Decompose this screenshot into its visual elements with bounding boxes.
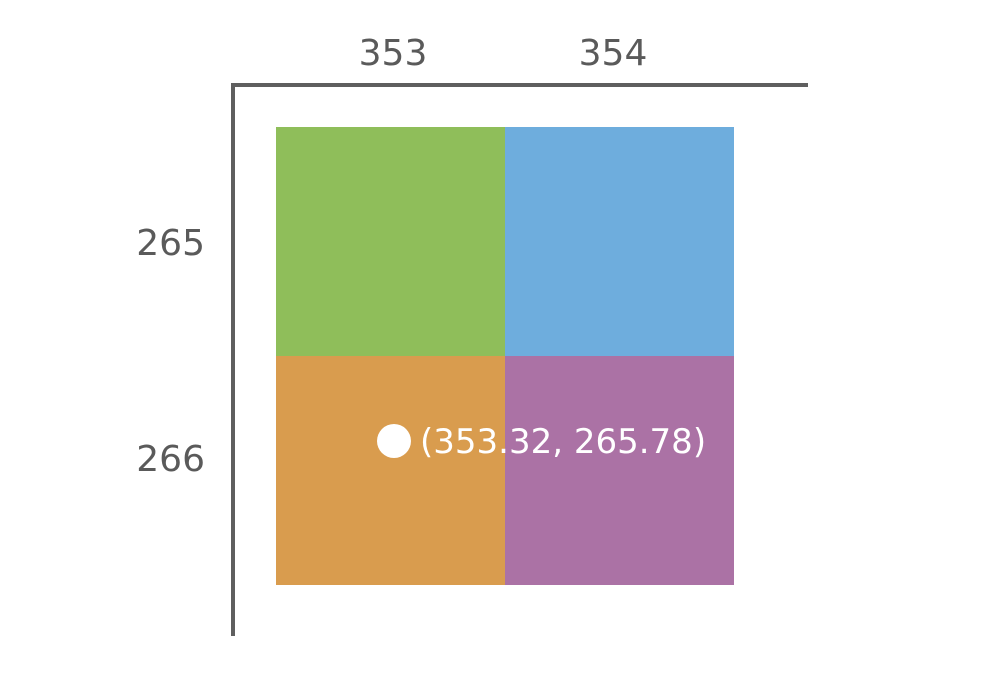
x-tick-label-353: 353 xyxy=(359,33,428,74)
cell-top-left xyxy=(276,127,505,356)
y-tick-label-265: 265 xyxy=(136,223,205,264)
cell-bottom-left xyxy=(276,356,505,585)
sample-point-label: (353.32, 265.78) xyxy=(420,422,706,462)
cell-top-right xyxy=(505,127,734,356)
y-tick-label-266: 266 xyxy=(136,439,205,480)
cell-bottom-right xyxy=(505,356,734,585)
x-tick-label-354: 354 xyxy=(579,33,648,74)
axis-lines xyxy=(231,83,808,636)
sample-point xyxy=(377,424,411,458)
